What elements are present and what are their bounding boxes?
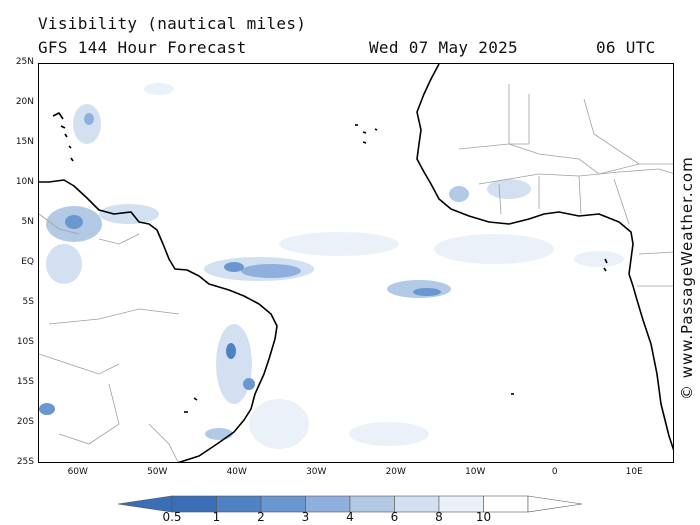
longitude-label: 0: [551, 467, 558, 477]
latitude-label: 25S: [16, 457, 34, 467]
latitude-label: 20N: [15, 97, 34, 107]
visibility-shading: [39, 83, 624, 449]
coastlines: [39, 64, 673, 462]
map-canvas: [39, 64, 673, 462]
longitude-label: 20W: [385, 467, 406, 477]
longitude-label: 30W: [306, 467, 327, 477]
latitude-label: 10S: [16, 337, 34, 347]
latitude-label: 10N: [15, 177, 34, 187]
colorbar-label: 0.5: [162, 510, 182, 524]
colorbar-label: 4: [346, 510, 354, 524]
colorbar-label: 10: [475, 510, 492, 524]
colorbar-label: 3: [301, 510, 310, 524]
colorbar-over-arrow: [527, 495, 582, 513]
forecast-time: 06 UTC: [596, 38, 656, 57]
longitude-label: 60W: [67, 467, 88, 477]
colorbar-label: 2: [257, 510, 265, 524]
colorbar-label: 8: [435, 510, 443, 524]
longitude-label: 10E: [625, 467, 643, 477]
visibility-colorbar: [118, 495, 582, 513]
country-borders: [39, 84, 673, 462]
latitude-label: EQ: [21, 257, 34, 267]
latitude-label: 25N: [15, 57, 34, 67]
longitude-label: 40W: [226, 467, 247, 477]
forecast-date: Wed 07 May 2025: [369, 38, 518, 57]
latitude-label: 15N: [15, 137, 34, 147]
forecast-subtitle: GFS 144 Hour Forecast: [38, 38, 247, 57]
colorbar-label: 1: [212, 510, 221, 524]
latitude-label: 15S: [16, 377, 34, 387]
latitude-label: 5S: [22, 297, 34, 307]
latitude-label: 5N: [21, 217, 34, 227]
longitude-label: 10W: [465, 467, 486, 477]
credit-text: © www.PassageWeather.com: [678, 156, 696, 400]
visibility-map: [38, 63, 674, 463]
longitude-label: 50W: [147, 467, 168, 477]
latitude-label: 20S: [16, 417, 34, 427]
colorbar-label: 6: [390, 510, 399, 524]
map-title: Visibility (nautical miles): [38, 14, 307, 33]
